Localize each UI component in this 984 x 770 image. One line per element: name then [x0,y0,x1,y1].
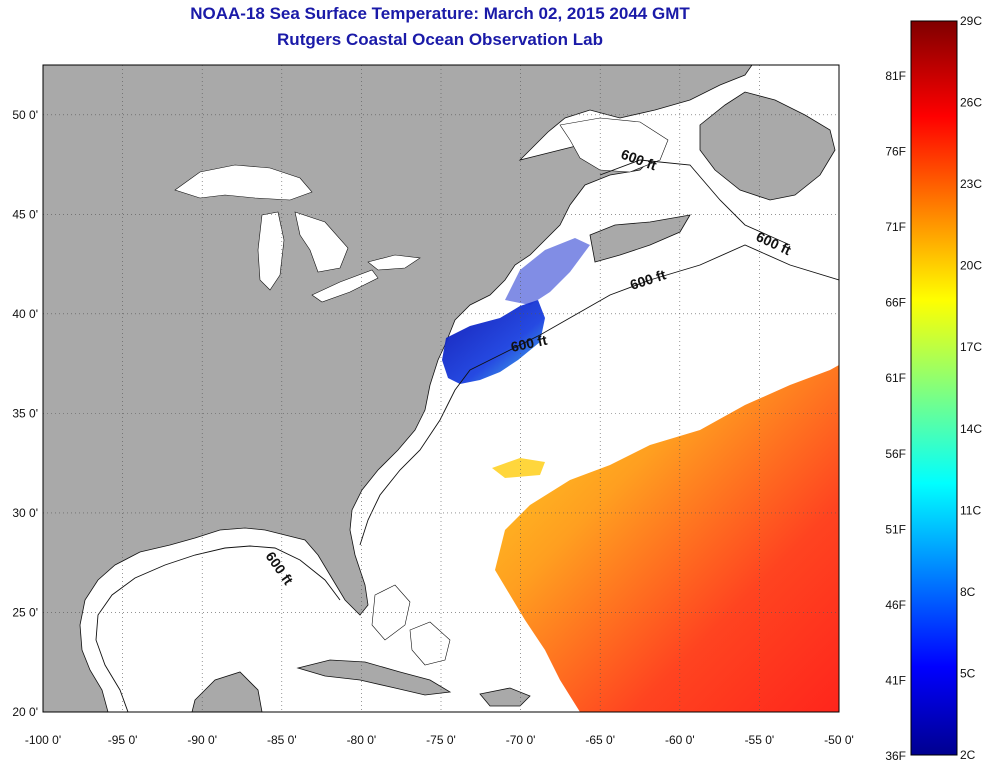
colorbar-fahrenheit-label: 46F [885,598,906,612]
x-tick-label: -90 0' [187,733,217,747]
land-newfoundland [699,91,836,201]
x-tick-label: -70 0' [506,733,536,747]
colorbar-fahrenheit-label: 41F [885,673,906,687]
colorbar-fahrenheit-label: 66F [885,296,906,310]
y-tick-label: 30 0' [12,506,38,520]
lake-superior [174,164,313,201]
colorbar-celsius-label: 17C [960,340,982,354]
bathymetry-label: 600 ft [509,332,548,355]
land-hispaniola [479,687,531,707]
colorbar-fahrenheit-label: 36F [885,749,906,763]
x-tick-label: -50 0' [824,733,854,747]
colorbar-celsius-label: 20C [960,259,982,273]
x-tick-label: -75 0' [426,733,456,747]
plot-frame [42,64,840,713]
sst-warm-region [495,365,839,712]
lake-michigan [257,211,285,291]
colorbar-celsius-label: 14C [960,422,982,436]
y-tick-label: 35 0' [12,406,38,420]
colorbar-fahrenheit-label: 61F [885,371,906,385]
land-nova-scotia [589,214,691,263]
lake-huron [294,211,349,273]
colorbar-celsius-label: 5C [960,666,976,680]
land-yucatan [191,671,263,712]
gulf-st-lawrence [559,117,669,173]
bathymetry-contour-gulf [95,545,341,712]
x-tick-label: -65 0' [585,733,615,747]
colorbar-celsius-label: 8C [960,585,976,599]
map-subtitle: Rutgers Coastal Ocean Observation Lab [277,30,603,49]
colorbar-fahrenheit-label: 56F [885,447,906,461]
colorbar-fahrenheit-label: 81F [885,69,906,83]
y-tick-label: 20 0' [12,705,38,719]
x-tick-label: -60 0' [665,733,695,747]
land-north-america [43,65,753,712]
x-tick-label: -85 0' [267,733,297,747]
colorbar-celsius-label: 11C [960,503,981,517]
x-tick-label: -80 0' [347,733,377,747]
colorbar-fahrenheit-label: 51F [885,522,906,536]
colorbar-celsius-label: 2C [960,748,976,762]
bathymetry-contour-east-coast [359,244,839,546]
y-tick-label: 45 0' [12,207,38,221]
colorbar [910,20,958,756]
x-tick-label: -95 0' [108,733,138,747]
x-tick-label: -100 0' [25,733,61,747]
map-title: NOAA-18 Sea Surface Temperature: March 0… [190,4,690,23]
colorbar-celsius-label: 26C [960,96,982,110]
colorbar-fahrenheit-label: 71F [885,220,906,234]
lake-ontario [367,254,421,271]
colorbar-fahrenheit-label: 76F [885,145,906,159]
bahamas-shoals-2 [409,621,451,666]
sst-cold-region [442,300,545,384]
land-cuba [296,659,452,696]
sst-cold-scatter [505,238,590,305]
colorbar-celsius-label: 29C [960,14,982,28]
sst-warm-patch [492,458,545,478]
x-tick-label: -55 0' [745,733,775,747]
y-tick-label: 50 0' [12,108,38,122]
y-tick-label: 25 0' [12,605,38,619]
y-tick-label: 40 0' [12,307,38,321]
colorbar-celsius-label: 23C [960,177,982,191]
bathymetry-contour-canada [599,159,791,246]
